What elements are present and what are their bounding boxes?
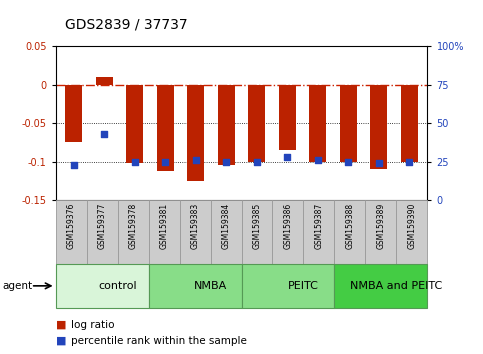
Bar [309,85,326,161]
FancyBboxPatch shape [56,264,149,308]
Text: log ratio: log ratio [71,320,115,330]
Bar [157,85,174,171]
Bar [340,85,356,161]
FancyBboxPatch shape [56,200,86,264]
Text: percentile rank within the sample: percentile rank within the sample [71,336,247,346]
Text: NMBA: NMBA [194,281,227,291]
FancyBboxPatch shape [117,200,149,264]
Point [222,159,230,164]
Text: GSM159383: GSM159383 [190,202,199,249]
Bar [96,77,113,85]
Text: GSM159376: GSM159376 [67,202,75,249]
Point [131,159,139,164]
Text: GSM159384: GSM159384 [222,202,230,249]
Text: GSM159388: GSM159388 [345,202,355,249]
Point [70,162,78,167]
FancyBboxPatch shape [366,200,397,264]
FancyBboxPatch shape [272,200,303,264]
Text: GSM159385: GSM159385 [253,202,261,249]
FancyBboxPatch shape [334,264,427,308]
Bar [218,85,235,165]
Text: GSM159378: GSM159378 [128,202,138,249]
FancyBboxPatch shape [334,200,366,264]
Bar [66,85,82,142]
FancyBboxPatch shape [242,200,272,264]
Text: agent: agent [2,281,32,291]
Bar [401,85,417,161]
FancyBboxPatch shape [211,200,242,264]
FancyBboxPatch shape [397,200,427,264]
Text: GSM159381: GSM159381 [159,202,169,249]
Text: PEITC: PEITC [288,281,319,291]
Text: GDS2839 / 37737: GDS2839 / 37737 [65,18,188,32]
Point [405,159,413,164]
Point [161,159,169,164]
Text: GSM159389: GSM159389 [376,202,385,249]
Text: GSM159386: GSM159386 [284,202,293,249]
Point [192,157,199,163]
Text: control: control [98,281,137,291]
Text: GSM159387: GSM159387 [314,202,324,249]
Point [344,159,352,164]
Point [314,157,322,163]
Bar [279,85,296,150]
Point [253,159,261,164]
FancyBboxPatch shape [86,200,117,264]
FancyBboxPatch shape [303,200,334,264]
Point [284,154,291,160]
Text: ■: ■ [56,336,66,346]
Text: GSM159390: GSM159390 [408,202,416,249]
FancyBboxPatch shape [242,264,334,308]
Point [100,131,108,137]
Bar [248,85,265,161]
FancyBboxPatch shape [180,200,211,264]
Text: GSM159377: GSM159377 [98,202,107,249]
Text: ■: ■ [56,320,66,330]
Bar [370,85,387,169]
Bar [187,85,204,181]
FancyBboxPatch shape [149,200,180,264]
Point [375,160,383,166]
Bar [127,85,143,163]
Text: NMBA and PEITC: NMBA and PEITC [350,281,442,291]
FancyBboxPatch shape [149,264,242,308]
